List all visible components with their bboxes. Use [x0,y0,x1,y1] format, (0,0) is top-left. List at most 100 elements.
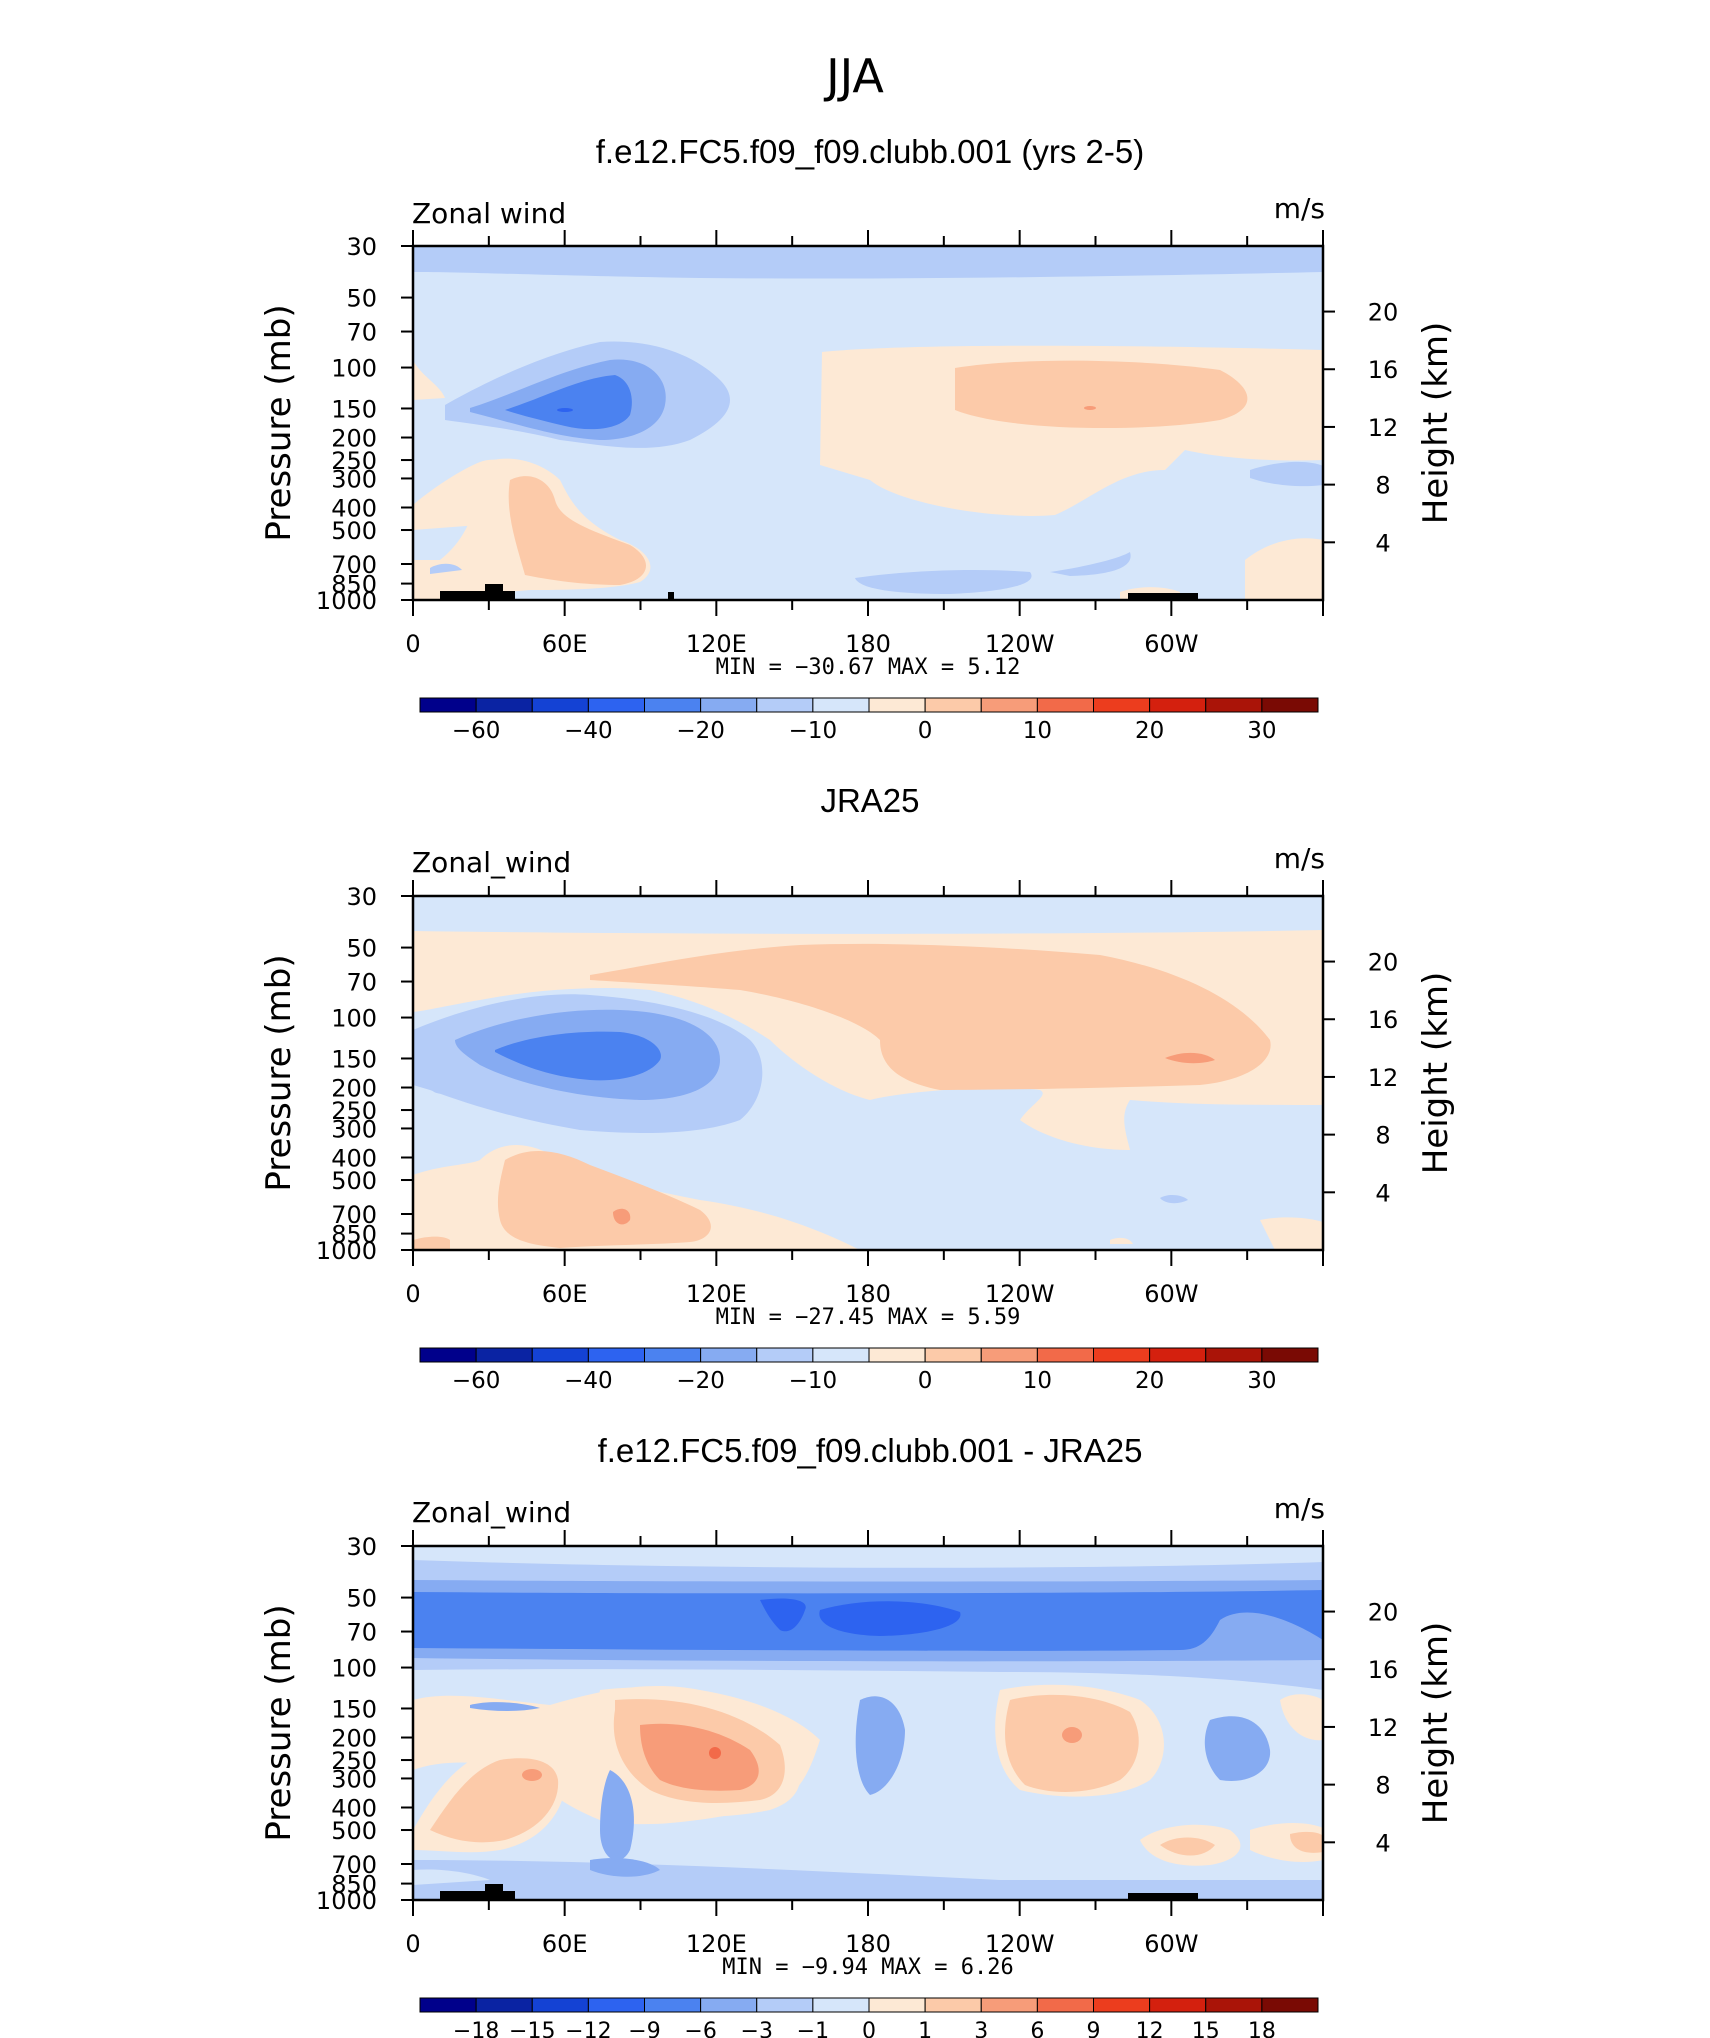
y-tick-label: 70 [346,1619,377,1647]
colorbar-box [419,697,477,713]
colorbar-box [700,1997,758,2013]
y-tick-label: 850 [331,1871,377,1899]
colorbar-box [419,1997,477,2013]
colorbar-label: 3 [974,2019,988,2038]
colorbar-box [924,1347,982,1363]
colorbar-box [419,1347,477,1363]
colorbar-label: −40 [564,718,613,744]
colorbar-label: −40 [564,1368,613,1394]
colorbar-box [868,697,926,713]
colorbar-box [1093,697,1151,713]
y-tick-label: 700 [331,1201,377,1229]
colorbar-label: −20 [676,718,725,744]
y-tick-label: 50 [346,1585,377,1613]
colorbar: −18 −15 −12 −9 −6 −3 −1 0 1 3 6 9 12 15 18 [419,1997,1319,2038]
colorbar-box [1205,1997,1263,2013]
y-tick-label: 200 [331,1075,377,1103]
x-tick-label: 60E [542,1280,588,1308]
y-tick-label: 500 [331,1167,377,1195]
units-label: m/s [1274,192,1325,225]
colorbar-label: −3 [741,2019,773,2038]
x-tick-label: 120W [985,1930,1055,1958]
y-tick-label: 30 [346,1533,377,1561]
y2-tick-label: 20 [1368,949,1399,977]
x-tick-label: 0 [405,630,420,658]
panel-model: f.e12.FC5.f09_f09.clubb.001 (yrs 2-5) Zo… [411,133,1325,602]
colorbar-label: 15 [1192,2019,1220,2038]
y-tick-label: 30 [346,233,377,261]
y-axis-title: Pressure (mb) [259,954,299,1191]
colorbar-box [1205,1347,1263,1363]
colorbar-box [924,697,982,713]
y2-tick-label: 4 [1375,529,1390,557]
y-tick-label: 400 [331,1144,377,1172]
y2-tick-label: 4 [1375,1829,1390,1857]
y-tick-label: 300 [331,465,377,493]
colorbar-box [1149,1347,1207,1363]
y2-tick-label: 16 [1368,356,1399,384]
colorbar-box [1036,1347,1094,1363]
colorbar-box [644,697,702,713]
x-tick-label: 60W [1144,630,1198,658]
colorbar-label: 0 [918,718,933,744]
colorbar-box [531,697,589,713]
colorbar-box [1205,697,1263,713]
y-tick-label: 200 [331,1725,377,1753]
colorbar-box [756,1347,814,1363]
y2-tick-label: 16 [1368,1656,1399,1684]
y-tick-label: 1000 [316,587,377,615]
colorbar-label: −20 [676,1368,725,1394]
colorbar-label: 6 [1030,2019,1044,2038]
axes-diff: 3050701001502002503004005007008501000201… [259,1530,1456,2038]
y-tick-label: 150 [331,1045,377,1073]
y2-tick-label: 8 [1375,1122,1390,1150]
contour-field [411,894,1325,1252]
y-tick-label: 850 [331,571,377,599]
x-tick-label: 120W [985,1280,1055,1308]
x-tick-label: 180 [845,630,891,658]
panel-title: f.e12.FC5.f09_f09.clubb.001 (yrs 2-5) [596,133,1144,170]
y2-tick-label: 16 [1368,1006,1399,1034]
min-max-label: MIN = −30.67 MAX = 5.12 [716,655,1021,680]
colorbar-label: 12 [1136,2019,1164,2038]
y-tick-label: 850 [331,1221,377,1249]
contour-field [411,1544,1325,1902]
colorbar-label: −60 [452,1368,501,1394]
colorbar-box [587,1347,645,1363]
variable-label: Zonal_wind [412,1496,571,1529]
y2-tick-label: 12 [1368,1064,1399,1092]
min-max-label: MIN = −27.45 MAX = 5.59 [716,1305,1021,1330]
colorbar-label: 0 [862,2019,876,2038]
colorbar-label: −12 [565,2019,611,2038]
axes-obs: 3050701001502002503004005007008501000201… [259,880,1456,1394]
colorbar-box [1093,1997,1151,2013]
colorbar-box [587,697,645,713]
y-tick-label: 400 [331,1794,377,1822]
panel-title: JRA25 [820,782,919,819]
colorbar-label: 10 [1023,1368,1052,1394]
colorbar-box [475,1997,533,2013]
x-tick-label: 60E [542,630,588,658]
y-tick-label: 500 [331,1817,377,1845]
y-tick-label: 300 [331,1115,377,1143]
x-tick-label: 60W [1144,1930,1198,1958]
y-tick-label: 300 [331,1765,377,1793]
colorbar-box [587,1997,645,2013]
colorbar-box [1261,1997,1319,2013]
y-tick-label: 500 [331,517,377,545]
contour-field [411,244,1325,602]
units-label: m/s [1274,1492,1325,1525]
colorbar-box [868,1997,926,2013]
y2-tick-label: 12 [1368,414,1399,442]
colorbar-box [1036,697,1094,713]
colorbar-label: −1 [797,2019,829,2038]
x-tick-label: 60W [1144,1280,1198,1308]
units-label: m/s [1274,842,1325,875]
y-axis-title: Pressure (mb) [259,304,299,541]
y-tick-label: 70 [346,319,377,347]
y-tick-label: 250 [331,1747,377,1775]
colorbar-box [1261,697,1319,713]
colorbar-box [1149,1997,1207,2013]
variable-label: Zonal_wind [412,846,571,879]
